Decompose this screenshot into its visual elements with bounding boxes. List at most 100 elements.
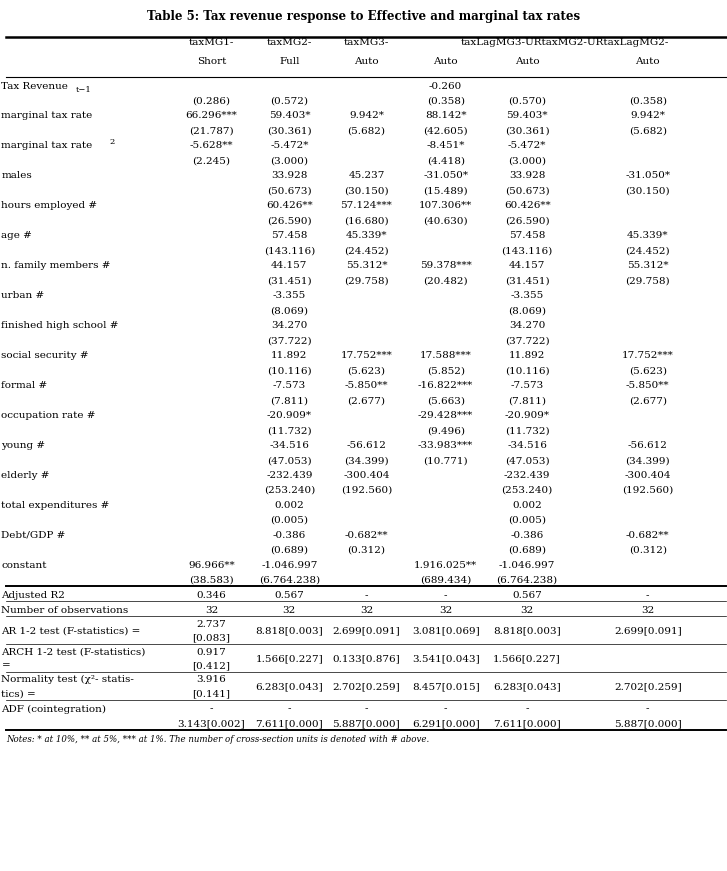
Text: (37.722): (37.722)	[505, 336, 550, 345]
Text: 32: 32	[205, 606, 218, 615]
Text: (192.560): (192.560)	[622, 486, 673, 495]
Text: -: -	[444, 705, 447, 713]
Text: 1.566[0.227]: 1.566[0.227]	[255, 654, 324, 664]
Text: 2: 2	[109, 138, 114, 145]
Text: social security #: social security #	[1, 351, 89, 361]
Text: Tax Revenue: Tax Revenue	[1, 82, 68, 91]
Text: urban #: urban #	[1, 291, 44, 300]
Text: (29.758): (29.758)	[625, 276, 670, 286]
Text: Number of observations: Number of observations	[1, 606, 129, 615]
Text: -0.682**: -0.682**	[626, 531, 670, 540]
Text: males: males	[1, 172, 32, 180]
Text: [0.141]: [0.141]	[193, 689, 230, 699]
Text: -: -	[646, 591, 649, 600]
Text: Normality test (χ²- statis-: Normality test (χ²- statis-	[1, 675, 134, 685]
Text: t−1: t−1	[76, 86, 92, 94]
Text: 33.928: 33.928	[509, 172, 545, 180]
Text: 0.133[0.876]: 0.133[0.876]	[332, 654, 401, 664]
Text: (5.852): (5.852)	[427, 366, 465, 375]
Text: (2.245): (2.245)	[193, 157, 230, 165]
Text: 57.124***: 57.124***	[340, 201, 393, 211]
Text: (689.434): (689.434)	[420, 576, 471, 585]
Text: -16.822***: -16.822***	[418, 381, 473, 390]
Text: -: -	[646, 705, 649, 713]
Text: (0.570): (0.570)	[508, 97, 546, 105]
Text: 8.818[0.003]: 8.818[0.003]	[255, 626, 324, 636]
Text: (4.418): (4.418)	[427, 157, 465, 165]
Text: (5.623): (5.623)	[348, 366, 385, 375]
Text: 57.458: 57.458	[271, 232, 308, 240]
Text: 55.312*: 55.312*	[627, 261, 669, 270]
Text: 9.942*: 9.942*	[349, 111, 384, 120]
Text: (143.116): (143.116)	[502, 246, 553, 255]
Text: -20.909*: -20.909*	[505, 411, 550, 420]
Text: [0.412]: [0.412]	[193, 661, 230, 671]
Text: 3.081[0.069]: 3.081[0.069]	[411, 626, 480, 636]
Text: 59.403*: 59.403*	[506, 111, 548, 120]
Text: 59.378***: 59.378***	[419, 261, 472, 270]
Text: (0.005): (0.005)	[508, 516, 546, 525]
Text: 33.928: 33.928	[271, 172, 308, 180]
Text: (253.240): (253.240)	[502, 486, 553, 495]
Text: 45.237: 45.237	[348, 172, 385, 180]
Text: (8.069): (8.069)	[508, 307, 546, 315]
Text: -300.404: -300.404	[343, 471, 390, 480]
Text: Auto: Auto	[433, 57, 458, 66]
Text: (10.771): (10.771)	[423, 456, 468, 465]
Text: -5.472*: -5.472*	[270, 141, 308, 151]
Text: (42.605): (42.605)	[423, 126, 468, 136]
Text: 32: 32	[283, 606, 296, 615]
Text: 88.142*: 88.142*	[425, 111, 467, 120]
Text: (26.590): (26.590)	[505, 216, 550, 226]
Text: taxMG1-: taxMG1-	[189, 38, 234, 47]
Text: (34.399): (34.399)	[625, 456, 670, 465]
Text: (0.312): (0.312)	[348, 546, 385, 555]
Text: marginal tax rate: marginal tax rate	[1, 141, 93, 151]
Text: 0.002: 0.002	[513, 501, 542, 510]
Text: (5.682): (5.682)	[629, 126, 667, 136]
Text: 8.818[0.003]: 8.818[0.003]	[493, 626, 561, 636]
Text: -3.355: -3.355	[273, 291, 306, 300]
Text: (8.069): (8.069)	[270, 307, 308, 315]
Text: (47.053): (47.053)	[267, 456, 312, 465]
Text: ADF (cointegration): ADF (cointegration)	[1, 705, 106, 713]
Text: (7.811): (7.811)	[270, 396, 308, 405]
Text: -33.983***: -33.983***	[418, 441, 473, 450]
Text: 2.699[0.091]: 2.699[0.091]	[332, 626, 401, 636]
Text: -0.682**: -0.682**	[345, 531, 388, 540]
Text: Notes: * at 10%, ** at 5%, *** at 1%. The number of cross-section units is denot: Notes: * at 10%, ** at 5%, *** at 1%. Th…	[6, 735, 429, 744]
Text: Adjusted R2: Adjusted R2	[1, 591, 65, 600]
Text: Auto: Auto	[515, 57, 539, 66]
Text: -232.439: -232.439	[266, 471, 313, 480]
Text: 0.917: 0.917	[197, 647, 226, 657]
Text: -7.573: -7.573	[273, 381, 306, 390]
Text: -56.612: -56.612	[628, 441, 667, 450]
Text: 8.457[0.015]: 8.457[0.015]	[411, 682, 480, 692]
Text: (30.150): (30.150)	[625, 186, 670, 195]
Text: -: -	[210, 705, 213, 713]
Text: marginal tax rate: marginal tax rate	[1, 111, 93, 120]
Text: 32: 32	[641, 606, 654, 615]
Text: -1.046.997: -1.046.997	[261, 561, 318, 570]
Text: 17.752***: 17.752***	[340, 351, 393, 361]
Text: 0.567: 0.567	[275, 591, 304, 600]
Text: (15.489): (15.489)	[423, 186, 468, 195]
Text: Debt/GDP #: Debt/GDP #	[1, 531, 66, 540]
Text: 34.270: 34.270	[271, 321, 308, 330]
Text: n. family members #: n. family members #	[1, 261, 111, 270]
Text: -5.628**: -5.628**	[190, 141, 233, 151]
Text: -0.260: -0.260	[429, 82, 462, 91]
Text: -20.909*: -20.909*	[267, 411, 312, 420]
Text: 44.157: 44.157	[271, 261, 308, 270]
Text: tics) =: tics) =	[1, 689, 36, 699]
Text: (0.572): (0.572)	[270, 97, 308, 105]
Text: 6.283[0.043]: 6.283[0.043]	[493, 682, 561, 692]
Text: (50.673): (50.673)	[505, 186, 550, 195]
Text: 60.426**: 60.426**	[504, 201, 550, 211]
Text: 59.403*: 59.403*	[268, 111, 310, 120]
Text: (38.583): (38.583)	[189, 576, 234, 585]
Text: -: -	[444, 591, 447, 600]
Text: (34.399): (34.399)	[344, 456, 389, 465]
Text: 11.892: 11.892	[271, 351, 308, 361]
Text: (3.000): (3.000)	[508, 157, 546, 165]
